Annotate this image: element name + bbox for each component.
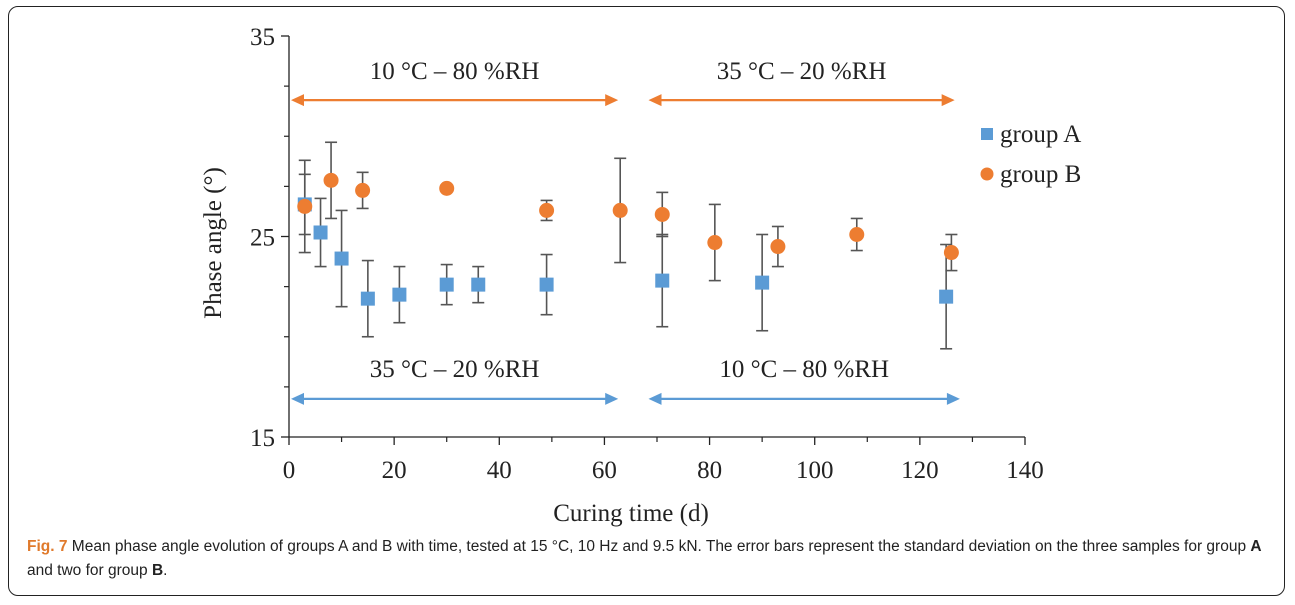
figure-caption: Fig. 7 Mean phase angle evolution of gro… [27,535,1282,583]
point-group-a [439,277,454,292]
x-tick-label: 20 [382,457,407,484]
point-group-a [939,289,954,304]
caption-label: Fig. 7 [27,538,68,555]
legend-label: group A [1000,121,1081,148]
data-points [297,172,959,306]
caption-text-2: and two for group [27,562,152,579]
x-tick-label: 80 [697,457,722,484]
caption-text-1: Mean phase angle evolution of groups A a… [67,538,1251,555]
x-tick-label: 40 [487,457,512,484]
point-group-b [612,202,628,218]
point-group-b [849,226,865,242]
legend-marker-group-a [981,128,993,140]
point-group-b [355,182,371,198]
legend: group A group B [980,121,1081,188]
point-group-a [655,273,670,288]
arrow-head-right [605,94,619,107]
caption-group-b: B [151,562,164,579]
point-group-a [392,287,407,302]
annotation-label: 35 °C – 20 %RH [370,356,540,383]
x-tick-label: 120 [901,457,939,484]
point-group-a [313,225,328,240]
point-group-a [334,251,349,266]
point-group-a [539,277,554,292]
figure-frame: 15 25 35 0 20 40 60 80 100 120 140 10 °C – 80 %RH 3… [8,6,1285,596]
arrow-head-right [946,392,960,405]
x-axis-label: Curing time (d) [553,500,709,527]
point-group-b [707,235,723,251]
annotation-label: 35 °C – 20 %RH [717,58,887,85]
arrow-head-left [291,94,304,107]
legend-marker-group-b [980,167,994,181]
annotation-label: 10 °C – 80 %RH [719,356,889,383]
point-group-b [654,206,670,222]
arrow-head-left [291,392,304,405]
x-tick-label: 0 [283,457,296,484]
arrow-head-left [648,94,662,107]
point-group-b [297,198,313,214]
caption-group-a: A [1250,538,1262,555]
point-group-a [755,275,770,290]
point-group-b [323,172,339,188]
x-tick-label: 100 [796,457,834,484]
x-tick-label: 140 [1006,457,1044,484]
y-tick-label: 25 [250,225,275,252]
point-group-b [770,239,786,255]
arrow-head-left [648,392,662,405]
annotation-label: 10 °C – 80 %RH [370,58,540,85]
y-tick-label: 35 [250,24,275,51]
point-group-b [943,245,959,261]
arrow-head-right [941,94,955,107]
point-group-a [471,277,486,292]
axes: 15 25 35 0 20 40 60 80 100 120 140 [250,24,1044,484]
point-group-a [360,291,375,306]
caption-text-end: . [163,562,168,579]
point-group-b [439,180,455,196]
condition-annotations: 10 °C – 80 %RH 35 °C – 20 %RH 35 °C – 20 %… [291,58,960,405]
error-bars [298,141,958,350]
x-tick-label: 60 [592,457,617,484]
y-axis-label: Phase angle (°) [200,167,227,319]
arrow-head-right [605,392,619,405]
phase-angle-chart: 15 25 35 0 20 40 60 80 100 120 140 10 °C – 80 %RH 3… [200,24,1081,527]
y-tick-label: 15 [250,425,275,452]
legend-label: group B [1000,161,1081,188]
point-group-b [539,202,555,218]
